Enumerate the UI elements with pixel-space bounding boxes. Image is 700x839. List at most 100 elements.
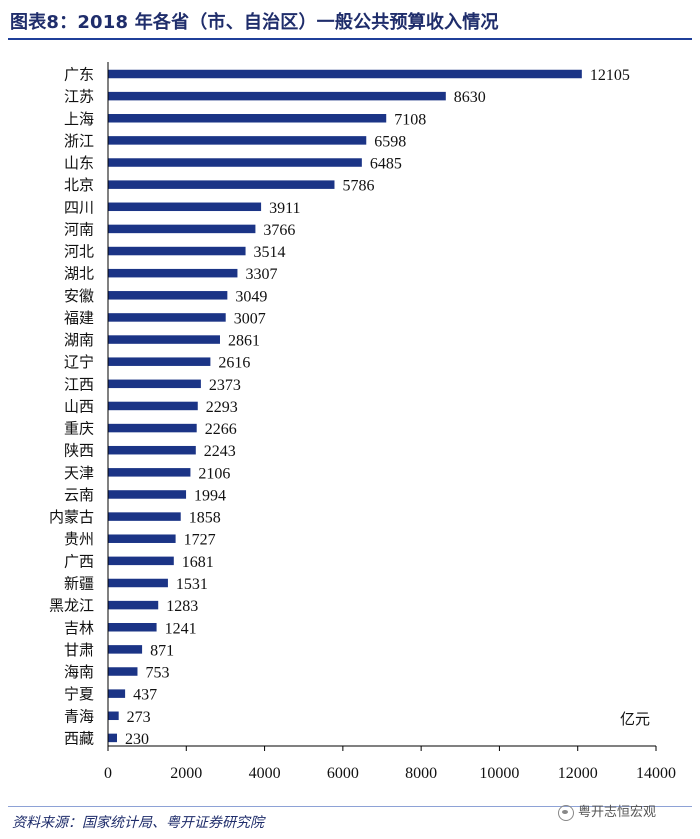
value-label: 3911: [269, 200, 300, 217]
category-label: 浙江: [64, 132, 94, 150]
value-label: 2106: [198, 465, 230, 482]
value-label: 1727: [184, 532, 216, 549]
bar: [108, 556, 174, 566]
category-label: 吉林: [64, 619, 94, 637]
bar: [108, 357, 211, 366]
value-label: 7108: [394, 111, 426, 128]
wechat-icon: [558, 804, 574, 821]
value-label: 5786: [342, 178, 374, 195]
category-label: 上海: [64, 110, 94, 128]
value-label: 6598: [374, 133, 406, 150]
category-label: 湖北: [64, 265, 94, 283]
category-label: 福建: [64, 309, 94, 327]
value-label: 753: [145, 665, 169, 682]
bar: [108, 468, 191, 477]
x-tick-label: 4000: [249, 765, 281, 782]
bar: [108, 623, 157, 632]
bar: [108, 91, 446, 101]
category-label: 安徽: [64, 287, 94, 305]
category-label: 江苏: [64, 88, 94, 106]
bar: [108, 158, 362, 167]
x-tick-label: 6000: [327, 765, 359, 782]
category-label: 贵州: [64, 530, 94, 548]
unit-label: 亿元: [620, 710, 650, 728]
bar: [108, 202, 262, 212]
value-label: 3766: [263, 222, 295, 239]
bar: [108, 578, 168, 588]
title-underline: [8, 38, 692, 40]
value-label: 1283: [166, 598, 198, 615]
x-axis: 0 2000 4000 6000 8000 10000 12000 14000: [104, 62, 676, 782]
value-label: 1531: [176, 576, 208, 593]
category-label: 新疆: [64, 574, 94, 592]
bar: [108, 180, 335, 189]
bar: [108, 512, 181, 521]
category-label: 河北: [64, 243, 94, 261]
value-label: 2266: [205, 421, 237, 438]
value-label: 8630: [454, 89, 486, 106]
bar: [108, 711, 119, 721]
category-label: 湖南: [64, 331, 94, 349]
footer-divider: [8, 806, 692, 807]
bar: [108, 246, 246, 256]
x-tick-label: 10000: [479, 765, 519, 782]
category-label: 河南: [64, 220, 94, 238]
category-label: 重庆: [64, 420, 94, 438]
bar-chart: 广东江苏上海浙江山东北京四川河南河北湖北安徽福建湖南辽宁江西山西重庆陕西天津云南…: [49, 62, 676, 782]
category-label: 天津: [64, 464, 94, 482]
value-label: 871: [150, 642, 174, 659]
value-label: 3007: [234, 310, 266, 327]
value-label: 3514: [254, 244, 286, 261]
bar: [108, 69, 582, 79]
category-label: 江西: [64, 375, 94, 393]
watermark: 粤开志恒宏观: [558, 801, 656, 821]
bar: [108, 379, 201, 389]
category-label: 内蒙古: [49, 508, 94, 526]
bar: [108, 313, 226, 322]
bar: [108, 534, 176, 543]
bar: [108, 667, 138, 676]
category-label: 西藏: [64, 729, 94, 747]
watermark-text: 粤开志恒宏观: [578, 805, 657, 820]
category-label: 甘肃: [64, 641, 94, 659]
bar: [108, 268, 238, 278]
bar: [108, 445, 196, 455]
value-labels: 12105 8630 7108 6598 6485 5786 3911 3766 3514 330…: [125, 67, 630, 748]
value-label: 1858: [189, 510, 221, 527]
x-tick-label: 0: [104, 765, 112, 782]
source-note: 资料来源：国家统计局、粤开证券研究院: [12, 815, 264, 831]
category-label: 青海: [64, 707, 94, 725]
value-label: 273: [127, 709, 151, 726]
value-label: 3307: [245, 266, 277, 283]
category-label: 广东: [64, 66, 94, 84]
bars: [108, 69, 582, 743]
category-label: 宁夏: [64, 685, 94, 703]
bar: [108, 224, 256, 234]
category-labels: 广东江苏上海浙江山东北京四川河南河北湖北安徽福建湖南辽宁江西山西重庆陕西天津云南…: [49, 66, 94, 748]
category-label: 云南: [64, 486, 94, 504]
bar: [108, 645, 143, 654]
value-label: 2861: [228, 333, 260, 350]
value-label: 2243: [204, 443, 236, 460]
value-label: 3049: [235, 288, 267, 305]
value-label: 1994: [194, 487, 226, 504]
bar: [108, 335, 220, 344]
value-label: 1681: [182, 554, 214, 571]
x-tick-label: 2000: [170, 765, 202, 782]
bar: [108, 733, 118, 743]
category-label: 北京: [64, 176, 94, 194]
bar: [108, 689, 126, 698]
bar: [108, 136, 367, 145]
x-tick-label: 8000: [405, 765, 437, 782]
value-label: 2373: [209, 377, 241, 394]
category-label: 陕西: [64, 442, 94, 460]
bar: [108, 600, 159, 610]
category-label: 海南: [64, 663, 94, 681]
x-tick-label: 12000: [558, 765, 598, 782]
value-label: 437: [133, 687, 157, 704]
bar: [108, 490, 187, 499]
bar: [108, 423, 197, 433]
value-label: 12105: [590, 67, 630, 84]
value-label: 6485: [370, 156, 402, 173]
x-tick-label: 14000: [636, 765, 676, 782]
